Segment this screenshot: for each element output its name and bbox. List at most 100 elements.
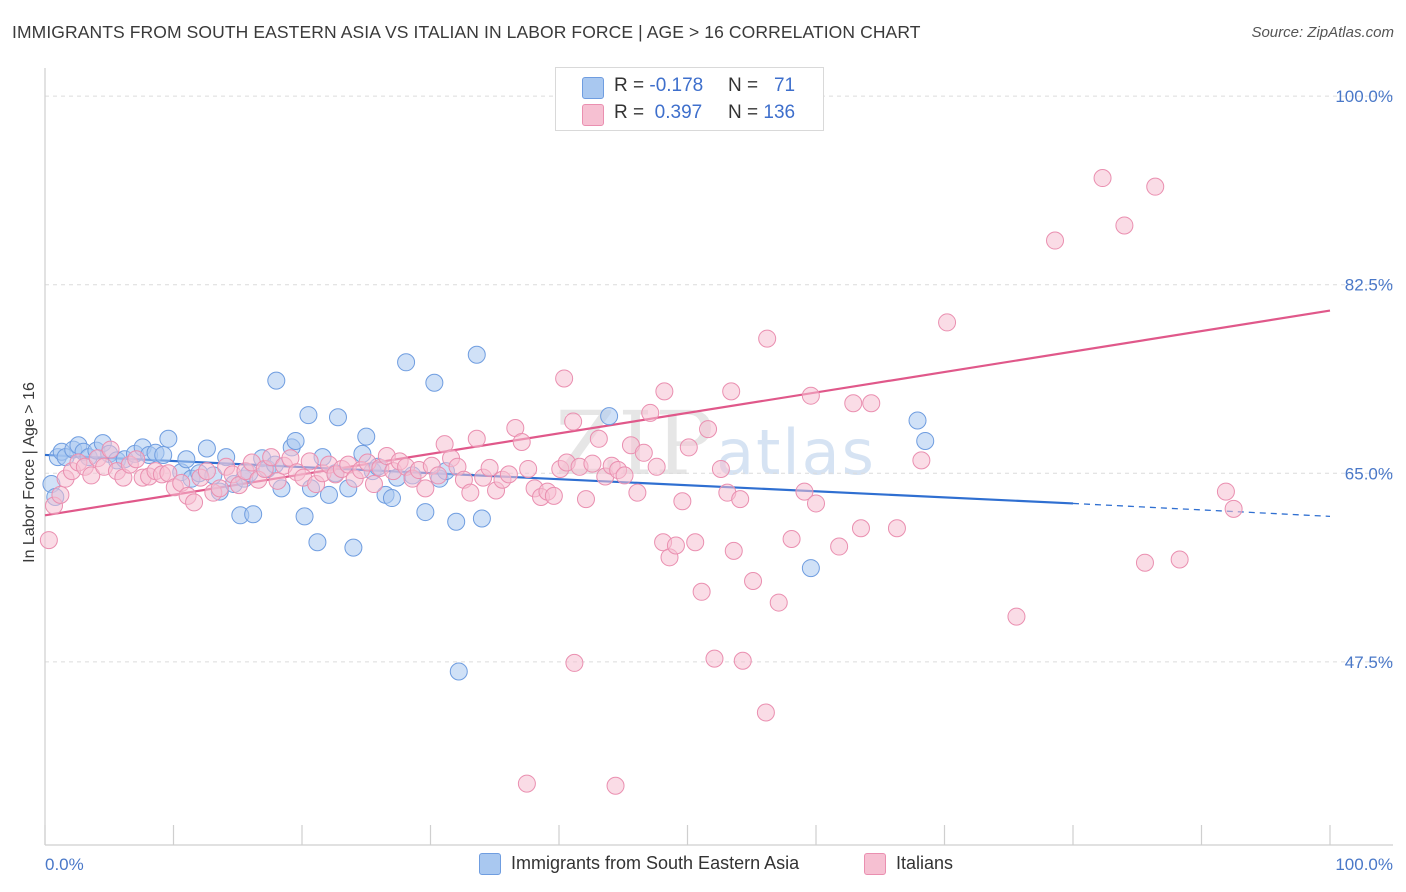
legend: R = -0.178 N = 71 R = 0.397 N = 136 (555, 67, 824, 131)
italians-point (1046, 231, 1065, 250)
italians-point (862, 394, 881, 413)
italians-point (512, 433, 531, 452)
italians-point (733, 651, 752, 670)
italians-point (583, 454, 602, 473)
legend-n-value: 71 (773, 75, 796, 96)
sea-point (416, 503, 435, 522)
italians-point (666, 536, 685, 555)
watermark-atlas: atlas (716, 416, 876, 489)
sea-point (267, 371, 286, 390)
legend-swatch-italians (582, 104, 604, 126)
legend-n: N = 71 (728, 75, 795, 97)
legend-r: R = 0.397 (614, 102, 702, 124)
bottom-legend-label-sea: Immigrants from South Eastern Asia (511, 853, 800, 873)
sea-point (299, 406, 318, 425)
italians-point (576, 490, 595, 509)
italians-point (565, 653, 584, 672)
italians-point (705, 649, 724, 668)
sea-point (286, 431, 305, 450)
sea-point (328, 408, 347, 427)
sea-point (449, 662, 468, 681)
y-axis-label: In Labor Force | Age > 16 (21, 382, 38, 563)
italians-point (1216, 482, 1235, 501)
y-tick-label: 82.5% (1345, 276, 1393, 295)
italians-point (589, 429, 608, 448)
italians-point (1115, 216, 1134, 235)
y-tick-label: 47.5% (1345, 653, 1393, 672)
italians-point (744, 572, 763, 591)
italians-point (480, 458, 499, 477)
italians-point (555, 369, 574, 388)
sea-point (472, 509, 491, 528)
sea-point (382, 489, 401, 508)
grid-lines (45, 95, 1393, 663)
italians-point (679, 438, 698, 457)
legend-n-label: N = (728, 102, 764, 123)
italians-point (1007, 607, 1026, 626)
legend-r-label: R = (614, 102, 650, 123)
legend-r-value: 0.397 (654, 102, 703, 123)
legend-r-value: -0.178 (649, 75, 704, 96)
sea-point (801, 559, 820, 578)
italians-point (641, 403, 660, 422)
legend-swatch-sea (582, 77, 604, 99)
italians-point (39, 531, 58, 550)
italians-point (807, 494, 825, 513)
italians-point (461, 483, 480, 502)
italians-point (197, 462, 216, 481)
italians-point (467, 429, 486, 448)
italians-point (416, 479, 435, 498)
italians-point (519, 459, 538, 478)
legend-r-label: R = (614, 75, 650, 96)
bottom-legend-swatch-sea (479, 853, 501, 875)
bottom-legend-italians: Italians (862, 851, 982, 877)
italians-point (938, 313, 957, 332)
sea-point (159, 429, 178, 448)
bottom-legend-swatch-italians (864, 853, 886, 875)
italians-point (795, 482, 814, 501)
italians-point (830, 537, 849, 556)
italians-point (724, 541, 743, 560)
italians-point (606, 776, 625, 795)
italians-point (127, 450, 146, 469)
x-tick-label: 0.0% (45, 855, 84, 874)
italians-point (429, 466, 448, 485)
legend-row-sea: R = -0.178 N = 71 (556, 74, 823, 100)
chart-title: IMMIGRANTS FROM SOUTH EASTERN ASIA VS IT… (12, 22, 921, 42)
legend-n: N = 136 (728, 102, 795, 124)
sea-point (319, 485, 338, 504)
sea-point (600, 407, 619, 426)
sea-point (295, 507, 314, 526)
italians-point (82, 466, 101, 485)
legend-r: R = -0.178 (614, 75, 703, 97)
italians-point (647, 457, 666, 476)
italians-point (1170, 550, 1189, 569)
italians-point (544, 486, 563, 505)
italians-point (801, 386, 820, 405)
italians-point (615, 466, 634, 485)
italians-point (1224, 499, 1243, 518)
italians-point (51, 485, 70, 504)
italians-point (1093, 169, 1112, 188)
axes (44, 68, 1393, 846)
italians-point (711, 459, 730, 478)
sea-point (344, 538, 363, 557)
italians-point (887, 519, 906, 538)
y-tick-label: 65.0% (1345, 464, 1393, 483)
source-note: Source: ZipAtlas.com (1251, 24, 1394, 41)
italians-point (101, 440, 120, 459)
italians-point (262, 448, 281, 467)
axis-labels: 100.0% 82.5% 65.0% 47.5% 0.0% 100.0% In Labor … (21, 87, 1393, 874)
sea-point (197, 439, 216, 458)
data-points (39, 169, 1243, 795)
sea-point (425, 373, 444, 392)
italians-point (268, 471, 287, 490)
sea-point (154, 445, 173, 464)
italians-point (655, 382, 674, 401)
sea-point (177, 450, 196, 469)
sea-point (467, 345, 486, 364)
sea-point (244, 505, 263, 524)
sea-point (908, 411, 927, 430)
legend-n-label: N = (728, 75, 764, 96)
italians-point (210, 479, 229, 498)
